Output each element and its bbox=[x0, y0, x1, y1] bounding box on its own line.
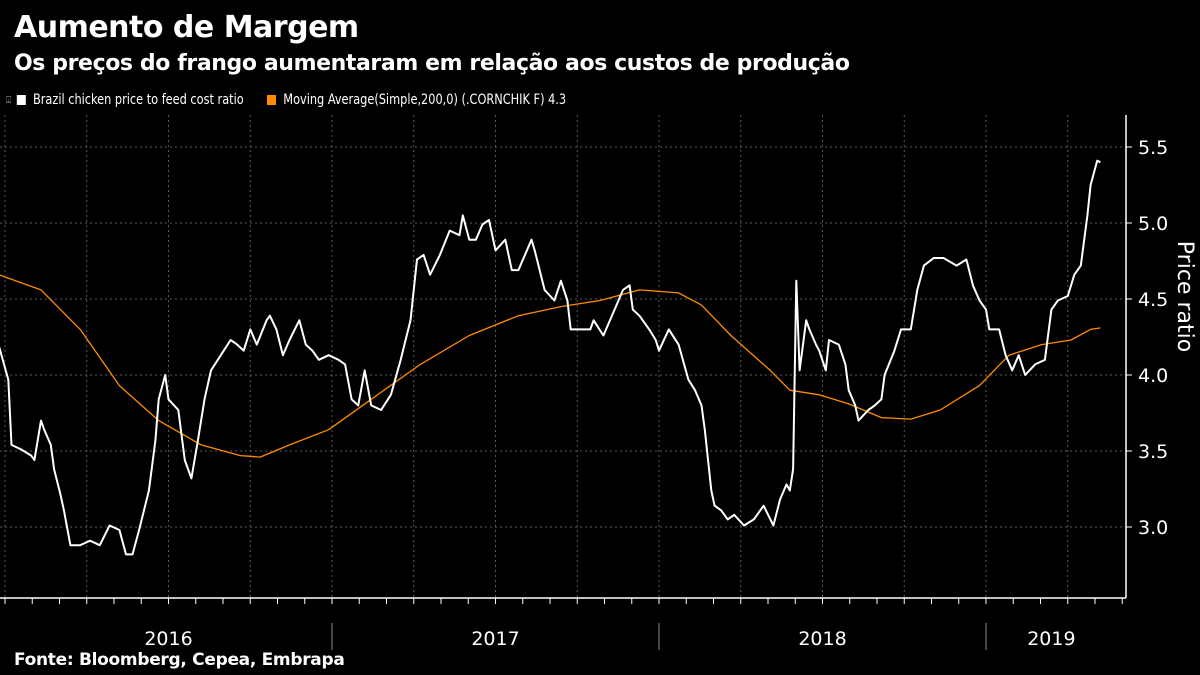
x-year-label: 2019 bbox=[1027, 628, 1075, 650]
y-tick-label: 5.0 bbox=[1138, 213, 1168, 235]
x-year-label: 2017 bbox=[471, 628, 519, 650]
y-tick-label: 3.0 bbox=[1138, 517, 1168, 539]
legend-swatch-orange bbox=[267, 95, 277, 105]
source-note: Fonte: Bloomberg, Cepea, Embrapa bbox=[14, 650, 345, 670]
chart-subtitle: Os preços do frango aumentaram em relaçã… bbox=[14, 51, 850, 76]
legend: ⍗ Brazil chicken price to feed cost rati… bbox=[6, 92, 566, 108]
legend-label-moving-average: Moving Average(Simple,200,0) (.CORNCHIK … bbox=[283, 92, 567, 108]
series-line-chicken-feed-ratio bbox=[0, 159, 1101, 556]
legend-swatch-white bbox=[16, 95, 26, 105]
series-line-moving-average bbox=[0, 274, 1101, 458]
y-tick-label: 4.5 bbox=[1138, 289, 1168, 311]
legend-label-ratio: Brazil chicken price to feed cost ratio bbox=[33, 92, 244, 108]
y-tick-label: 3.5 bbox=[1138, 441, 1168, 463]
y-axis-label: Price ratio bbox=[1172, 241, 1197, 352]
y-tick-label: 5.5 bbox=[1138, 137, 1168, 159]
legend-handle-icon[interactable]: ⍗ bbox=[6, 94, 12, 106]
x-year-label: 2016 bbox=[144, 628, 192, 650]
chart-title: Aumento de Margem bbox=[14, 10, 359, 45]
y-tick-label: 4.0 bbox=[1138, 365, 1168, 387]
x-year-label: 2018 bbox=[798, 628, 846, 650]
